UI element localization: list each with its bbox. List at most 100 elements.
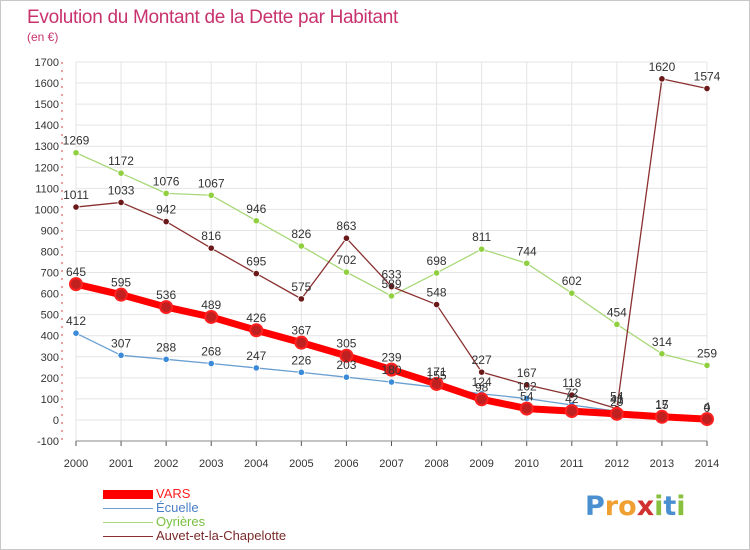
data-point <box>387 378 396 386</box>
data-label: 247 <box>246 349 266 363</box>
legend: VARS Écuelle Oyrières Auvet-et-la-Chapel… <box>103 487 363 543</box>
x-tick-label: 2002 <box>154 458 178 470</box>
legend-swatch-oyrieres <box>103 522 153 523</box>
y-tick-label: 700 <box>41 268 59 280</box>
data-label: 1033 <box>108 183 135 197</box>
data-label: 1172 <box>108 154 134 168</box>
logo-letter: t <box>663 491 677 522</box>
data-label: 1620 <box>649 60 676 74</box>
legend-swatch-ecuelle <box>103 508 153 509</box>
y-tick-label: 200 <box>41 373 59 385</box>
legend-item-auvet: Auvet-et-la-Chapelotte <box>103 529 363 543</box>
legend-label-auvet: Auvet-et-la-Chapelotte <box>156 528 287 543</box>
y-tick-label: 1000 <box>35 204 59 216</box>
data-label: 288 <box>156 340 176 354</box>
data-point <box>613 320 621 328</box>
data-point <box>342 373 351 381</box>
data-label: 305 <box>336 337 356 351</box>
data-label: 42 <box>565 392 579 406</box>
data-point <box>114 287 129 302</box>
logo-letter: i <box>676 491 686 522</box>
y-tick-label: 100 <box>41 394 59 406</box>
x-tick-label: 2010 <box>514 458 538 470</box>
data-point <box>117 169 125 177</box>
y-tick-label: -100 <box>37 436 59 448</box>
data-point <box>658 350 666 358</box>
data-label: 695 <box>246 255 266 269</box>
data-point <box>162 218 170 226</box>
data-label: 268 <box>201 345 221 359</box>
data-point <box>252 270 260 278</box>
data-label: 863 <box>336 219 356 233</box>
legend-label-oyrieres: Oyrières <box>156 514 206 529</box>
data-label: 1011 <box>63 188 89 202</box>
data-label: 72 <box>565 386 579 400</box>
y-tick-label: 900 <box>41 225 59 237</box>
data-label: 4 <box>704 400 711 414</box>
data-point <box>700 412 714 427</box>
data-label: 426 <box>246 311 266 325</box>
data-label: 180 <box>381 363 401 377</box>
legend-item-vars: VARS <box>103 487 363 501</box>
data-point <box>207 359 215 368</box>
x-tick-label: 2012 <box>605 458 629 470</box>
data-label: 54 <box>520 390 534 404</box>
data-label: 633 <box>381 268 401 282</box>
data-label: 102 <box>517 379 537 393</box>
logo-letter: P <box>585 491 605 522</box>
data-label: 54 <box>610 390 624 404</box>
data-point <box>523 259 531 267</box>
chart-title: Evolution du Montant de la Dette par Hab… <box>27 7 398 28</box>
y-tick-label: 1700 <box>35 57 59 69</box>
data-point <box>387 292 396 300</box>
data-label: 259 <box>697 346 717 360</box>
y-tick-label: 1300 <box>35 141 59 153</box>
data-label: 1574 <box>694 70 721 84</box>
data-label: 226 <box>291 353 311 367</box>
logo-letter: i <box>654 491 664 522</box>
data-label: 595 <box>111 276 131 290</box>
data-point <box>252 364 260 372</box>
data-point <box>568 391 576 399</box>
data-label: 98 <box>475 380 489 394</box>
legend-label-ecuelle: Écuelle <box>156 500 199 515</box>
data-point <box>478 245 486 253</box>
data-point <box>297 295 305 303</box>
data-label: 307 <box>111 336 131 350</box>
data-label: 155 <box>427 368 447 382</box>
chart-unit: (en €) <box>27 30 59 44</box>
data-label: 1076 <box>153 174 180 188</box>
data-label: 118 <box>562 376 581 390</box>
data-point <box>162 189 170 197</box>
data-point <box>519 401 534 416</box>
y-tick-label: 800 <box>41 247 59 259</box>
data-label: 946 <box>246 202 266 216</box>
legend-item-ecuelle: Écuelle <box>103 501 363 515</box>
data-label: 826 <box>291 227 311 241</box>
data-point <box>703 361 711 370</box>
logo-letter: r <box>604 491 619 522</box>
data-label: 744 <box>517 244 537 258</box>
y-tick-label: 500 <box>41 310 59 322</box>
data-label: 645 <box>66 265 86 279</box>
data-label: 602 <box>562 274 582 288</box>
legend-swatch-auvet <box>103 536 153 537</box>
x-tick-label: 2000 <box>64 458 88 470</box>
data-point <box>703 84 711 93</box>
data-point <box>342 268 351 276</box>
data-label: 816 <box>201 229 221 243</box>
data-point <box>252 217 260 225</box>
legend-item-oyrieres: Oyrières <box>103 515 363 529</box>
x-tick-label: 2013 <box>650 458 674 470</box>
data-label: 698 <box>427 254 447 268</box>
data-label: 17 <box>655 397 669 411</box>
data-point <box>72 203 80 211</box>
data-label: 942 <box>156 203 176 217</box>
data-point <box>297 242 305 250</box>
data-label: 811 <box>472 230 491 244</box>
x-tick-label: 2008 <box>424 458 448 470</box>
data-label: 1269 <box>63 134 90 148</box>
data-point <box>204 309 219 324</box>
y-tick-label: 1100 <box>35 183 59 195</box>
data-label: 203 <box>336 358 356 372</box>
